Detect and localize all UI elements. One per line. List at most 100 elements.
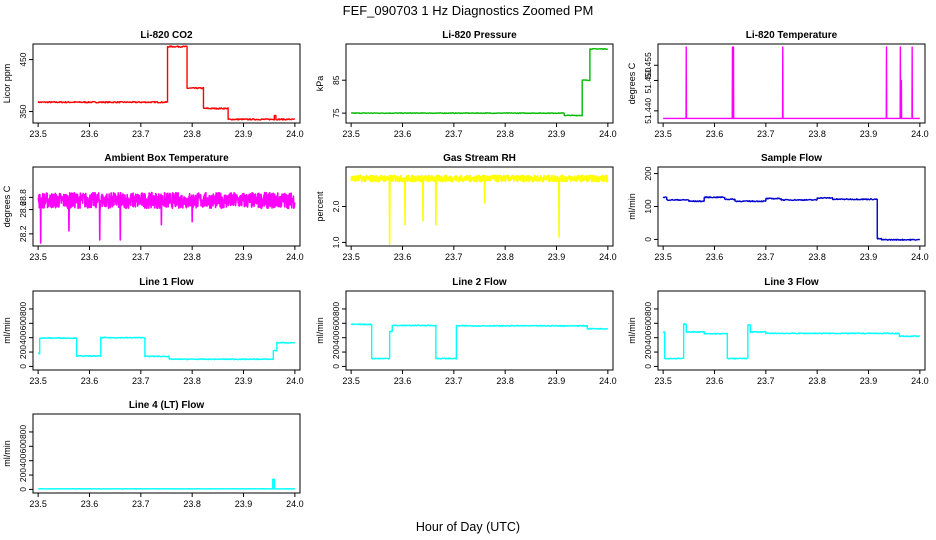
y-tick-label: 51.455 <box>643 52 653 78</box>
x-tick-label: 23.5 <box>29 252 47 262</box>
y-tick-label: 800 <box>18 425 28 439</box>
panel-title: Line 2 Flow <box>452 277 507 288</box>
x-tick-label: 23.6 <box>706 129 724 139</box>
plot-frame <box>32 43 301 124</box>
y-tick-label: 400 <box>643 330 653 344</box>
x-tick-label: 23.7 <box>445 129 463 139</box>
y-tick-label: 800 <box>18 302 28 316</box>
y-tick-label: 0 <box>643 364 653 369</box>
panel-ylabel: kPa <box>315 76 325 92</box>
panel-ylabel: ml/min <box>627 317 637 344</box>
panel-ylabel: percent <box>315 191 325 222</box>
x-tick-label: 23.6 <box>394 129 412 139</box>
y-tick-label: 200 <box>18 468 28 482</box>
x-tick-label: 24.0 <box>911 376 929 386</box>
x-tick-label: 23.5 <box>29 129 47 139</box>
series-line <box>37 336 296 361</box>
panel-grid: Li-820 CO2 Licor ppm 23.5 23.6 23.7 23.8 23.9 2… <box>2 30 929 509</box>
x-tick-label: 23.7 <box>132 499 150 509</box>
panel-li-820-pressure: Li-820 Pressure kPa 23.5 23.6 23.7 23.8 23.9 24… <box>315 30 617 139</box>
x-tick-label: 23.7 <box>132 376 150 386</box>
x-tick-label: 24.0 <box>286 129 304 139</box>
x-tick-label: 23.5 <box>342 129 360 139</box>
x-tick-label: 23.9 <box>235 252 253 262</box>
y-tick-label: 200 <box>643 345 653 359</box>
y-tick-label: 0 <box>18 364 28 369</box>
y-tick-label: 800 <box>643 302 653 316</box>
panel-title: Sample Flow <box>761 153 822 164</box>
plot-frame <box>32 166 301 247</box>
x-tick-label: 24.0 <box>599 376 617 386</box>
y-tick-label: 75 <box>331 108 341 118</box>
x-tick-label: 24.0 <box>911 129 929 139</box>
y-tick-label: 28.2 <box>18 225 28 242</box>
x-tick-label: 23.8 <box>183 129 201 139</box>
x-tick-label: 23.8 <box>496 376 514 386</box>
panel-title: Line 4 (LT) Flow <box>129 400 205 411</box>
x-tick-label: 23.8 <box>496 129 514 139</box>
series-line <box>662 323 920 360</box>
plot-frame <box>32 413 301 494</box>
plot-frame <box>657 290 926 371</box>
panel-title: Line 3 Flow <box>764 277 819 288</box>
x-tick-label: 23.6 <box>394 252 412 262</box>
panel-li-820-temperature: Li-820 Temperature degrees C 23.5 23.6 23.7 2… <box>627 30 929 139</box>
x-tick-label: 24.0 <box>911 252 929 262</box>
x-tick-label: 23.9 <box>235 129 253 139</box>
panel-title: Li-820 CO2 <box>140 30 193 41</box>
x-tick-label: 23.9 <box>235 376 253 386</box>
series-line <box>37 45 295 121</box>
x-tick-label: 23.5 <box>654 252 672 262</box>
plot-frame <box>657 43 926 124</box>
y-tick-label: 200 <box>331 345 341 359</box>
x-tick-label: 24.0 <box>286 376 304 386</box>
x-tick-label: 23.5 <box>654 376 672 386</box>
panel-ylabel: ml/min <box>2 440 12 467</box>
x-tick-label: 23.8 <box>183 376 201 386</box>
y-tick-label: 100 <box>643 199 653 213</box>
series-line <box>351 47 609 117</box>
y-tick-label: 600 <box>18 316 28 330</box>
plot-frame <box>345 290 614 371</box>
plot-frame <box>32 290 301 371</box>
y-tick-label: 51.440 <box>643 98 653 124</box>
x-tick-label: 24.0 <box>599 129 617 139</box>
y-tick-label: 200 <box>643 166 653 180</box>
series-line <box>38 478 295 490</box>
y-tick-label: 200 <box>18 345 28 359</box>
figure-title: FEF_090703 1 Hz Diagnostics Zoomed PM <box>343 3 594 18</box>
panel-ambient-box-temperature: Ambient Box Temperature degrees C 23.5 23.6… <box>2 153 304 262</box>
y-tick-label: 450 <box>18 52 28 66</box>
x-tick-label: 24.0 <box>286 499 304 509</box>
x-tick-label: 23.5 <box>342 252 360 262</box>
series-line <box>350 174 609 245</box>
panel-li-820-co2: Li-820 CO2 Licor ppm 23.5 23.6 23.7 23.8 23.9 2… <box>2 30 304 139</box>
x-tick-label: 23.8 <box>496 252 514 262</box>
x-tick-label: 23.6 <box>706 252 724 262</box>
x-tick-label: 23.7 <box>757 252 775 262</box>
x-tick-label: 23.5 <box>342 376 360 386</box>
y-tick-label: 800 <box>331 302 341 316</box>
y-tick-label: 0 <box>331 364 341 369</box>
x-tick-label: 23.6 <box>706 376 724 386</box>
series-line <box>663 46 920 120</box>
x-tick-label: 23.8 <box>183 252 201 262</box>
y-tick-label: 350 <box>18 104 28 118</box>
x-tick-label: 23.5 <box>654 129 672 139</box>
x-tick-label: 24.0 <box>286 252 304 262</box>
panel-title: Li-820 Pressure <box>442 30 517 41</box>
panel-line-3-flow: Line 3 Flow ml/min 23.5 23.6 23.7 23.8 23.9 24.… <box>627 277 929 386</box>
y-tick-label: 400 <box>18 453 28 467</box>
y-tick-label: 28.6 <box>18 201 28 218</box>
x-tick-label: 23.9 <box>548 376 566 386</box>
x-tick-label: 23.5 <box>29 499 47 509</box>
panel-ylabel: ml/min <box>315 317 325 344</box>
panel-ylabel: ml/min <box>627 193 637 220</box>
panel-ylabel: degrees C <box>627 62 637 104</box>
panel-ylabel: ml/min <box>2 317 12 344</box>
panel-title: Gas Stream RH <box>443 153 516 164</box>
y-tick-label: 1.0 <box>331 236 341 248</box>
series-line <box>350 323 608 360</box>
panel-line-2-flow: Line 2 Flow ml/min 23.5 23.6 23.7 23.8 23.9 24.… <box>315 277 617 386</box>
